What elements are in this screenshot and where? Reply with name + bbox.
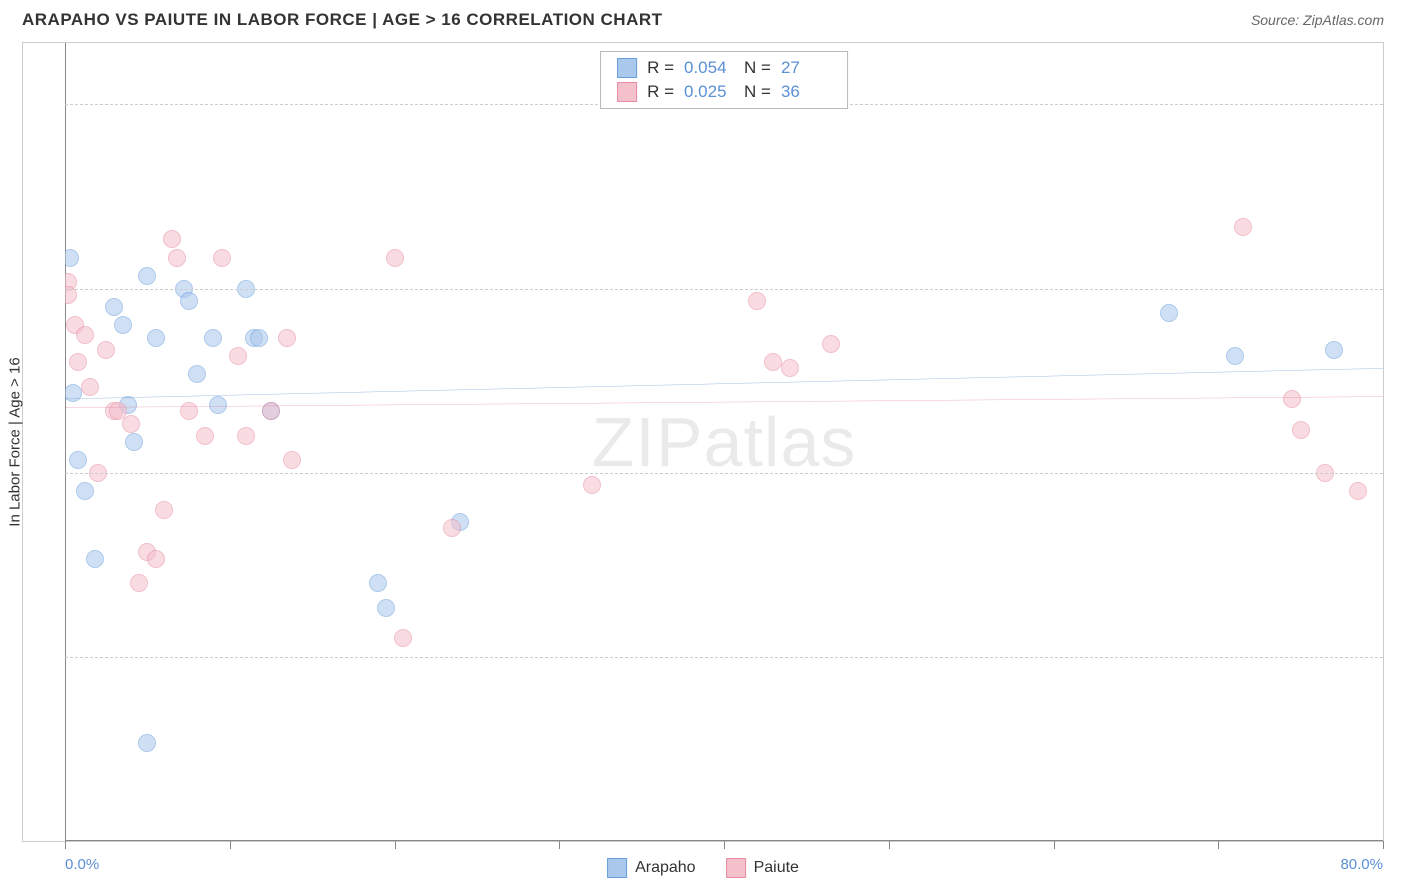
x-tick [1383, 841, 1384, 849]
y-tick-label: 65.0% [1393, 280, 1406, 297]
correlation-legend-row: R = 0.054 N = 27 [601, 56, 847, 80]
series-legend-item: Arapaho [607, 858, 696, 878]
legend-swatch [726, 858, 746, 878]
x-tick [230, 841, 231, 849]
x-tick [65, 841, 66, 849]
legend-swatch [607, 858, 627, 878]
correlation-legend-row: R = 0.025 N = 36 [601, 80, 847, 104]
x-tick [559, 841, 560, 849]
series-legend-item: Paiute [726, 858, 799, 878]
x-tick [395, 841, 396, 849]
source-attribution: Source: ZipAtlas.com [1251, 12, 1384, 28]
r-value: 0.025 [684, 82, 734, 102]
x-tick [889, 841, 890, 849]
y-tick-label: 50.0% [1393, 464, 1406, 481]
r-label: R = [647, 82, 674, 102]
gridline-horizontal [65, 289, 1383, 290]
x-tick [1054, 841, 1055, 849]
gridline-horizontal [65, 657, 1383, 658]
trend-svg [65, 43, 1383, 841]
plot-area: ZIPatlas R =0.054N =27R =0.025N =36 35.0… [65, 43, 1383, 841]
y-tick-label: 35.0% [1393, 648, 1406, 665]
series-name: Paiute [754, 859, 799, 877]
trend-lines-layer [65, 43, 1383, 841]
chart-container: In Labor Force | Age > 16 ZIPatlas R =0.… [22, 42, 1384, 842]
series-legend: Arapaho Paiute [607, 858, 799, 878]
chart-title: ARAPAHO VS PAIUTE IN LABOR FORCE | AGE >… [22, 10, 663, 30]
n-value: 27 [781, 58, 831, 78]
gridline-horizontal [65, 473, 1383, 474]
n-label: N = [744, 58, 771, 78]
series-name: Arapaho [635, 859, 696, 877]
correlation-legend: R = 0.054 N = 27 R = 0.025 N = 36 [600, 51, 848, 109]
n-label: N = [744, 82, 771, 102]
y-tick-label: 80.0% [1393, 96, 1406, 113]
x-tick [724, 841, 725, 849]
r-label: R = [647, 58, 674, 78]
trend-line [65, 368, 1383, 399]
y-axis-label: In Labor Force | Age > 16 [7, 357, 24, 526]
x-tick-label: 0.0% [65, 856, 99, 873]
n-value: 36 [781, 82, 831, 102]
legend-swatch [617, 82, 637, 102]
x-tick-label: 80.0% [1340, 856, 1383, 873]
trend-line [65, 397, 1383, 408]
x-tick [1218, 841, 1219, 849]
legend-swatch [617, 58, 637, 78]
r-value: 0.054 [684, 58, 734, 78]
